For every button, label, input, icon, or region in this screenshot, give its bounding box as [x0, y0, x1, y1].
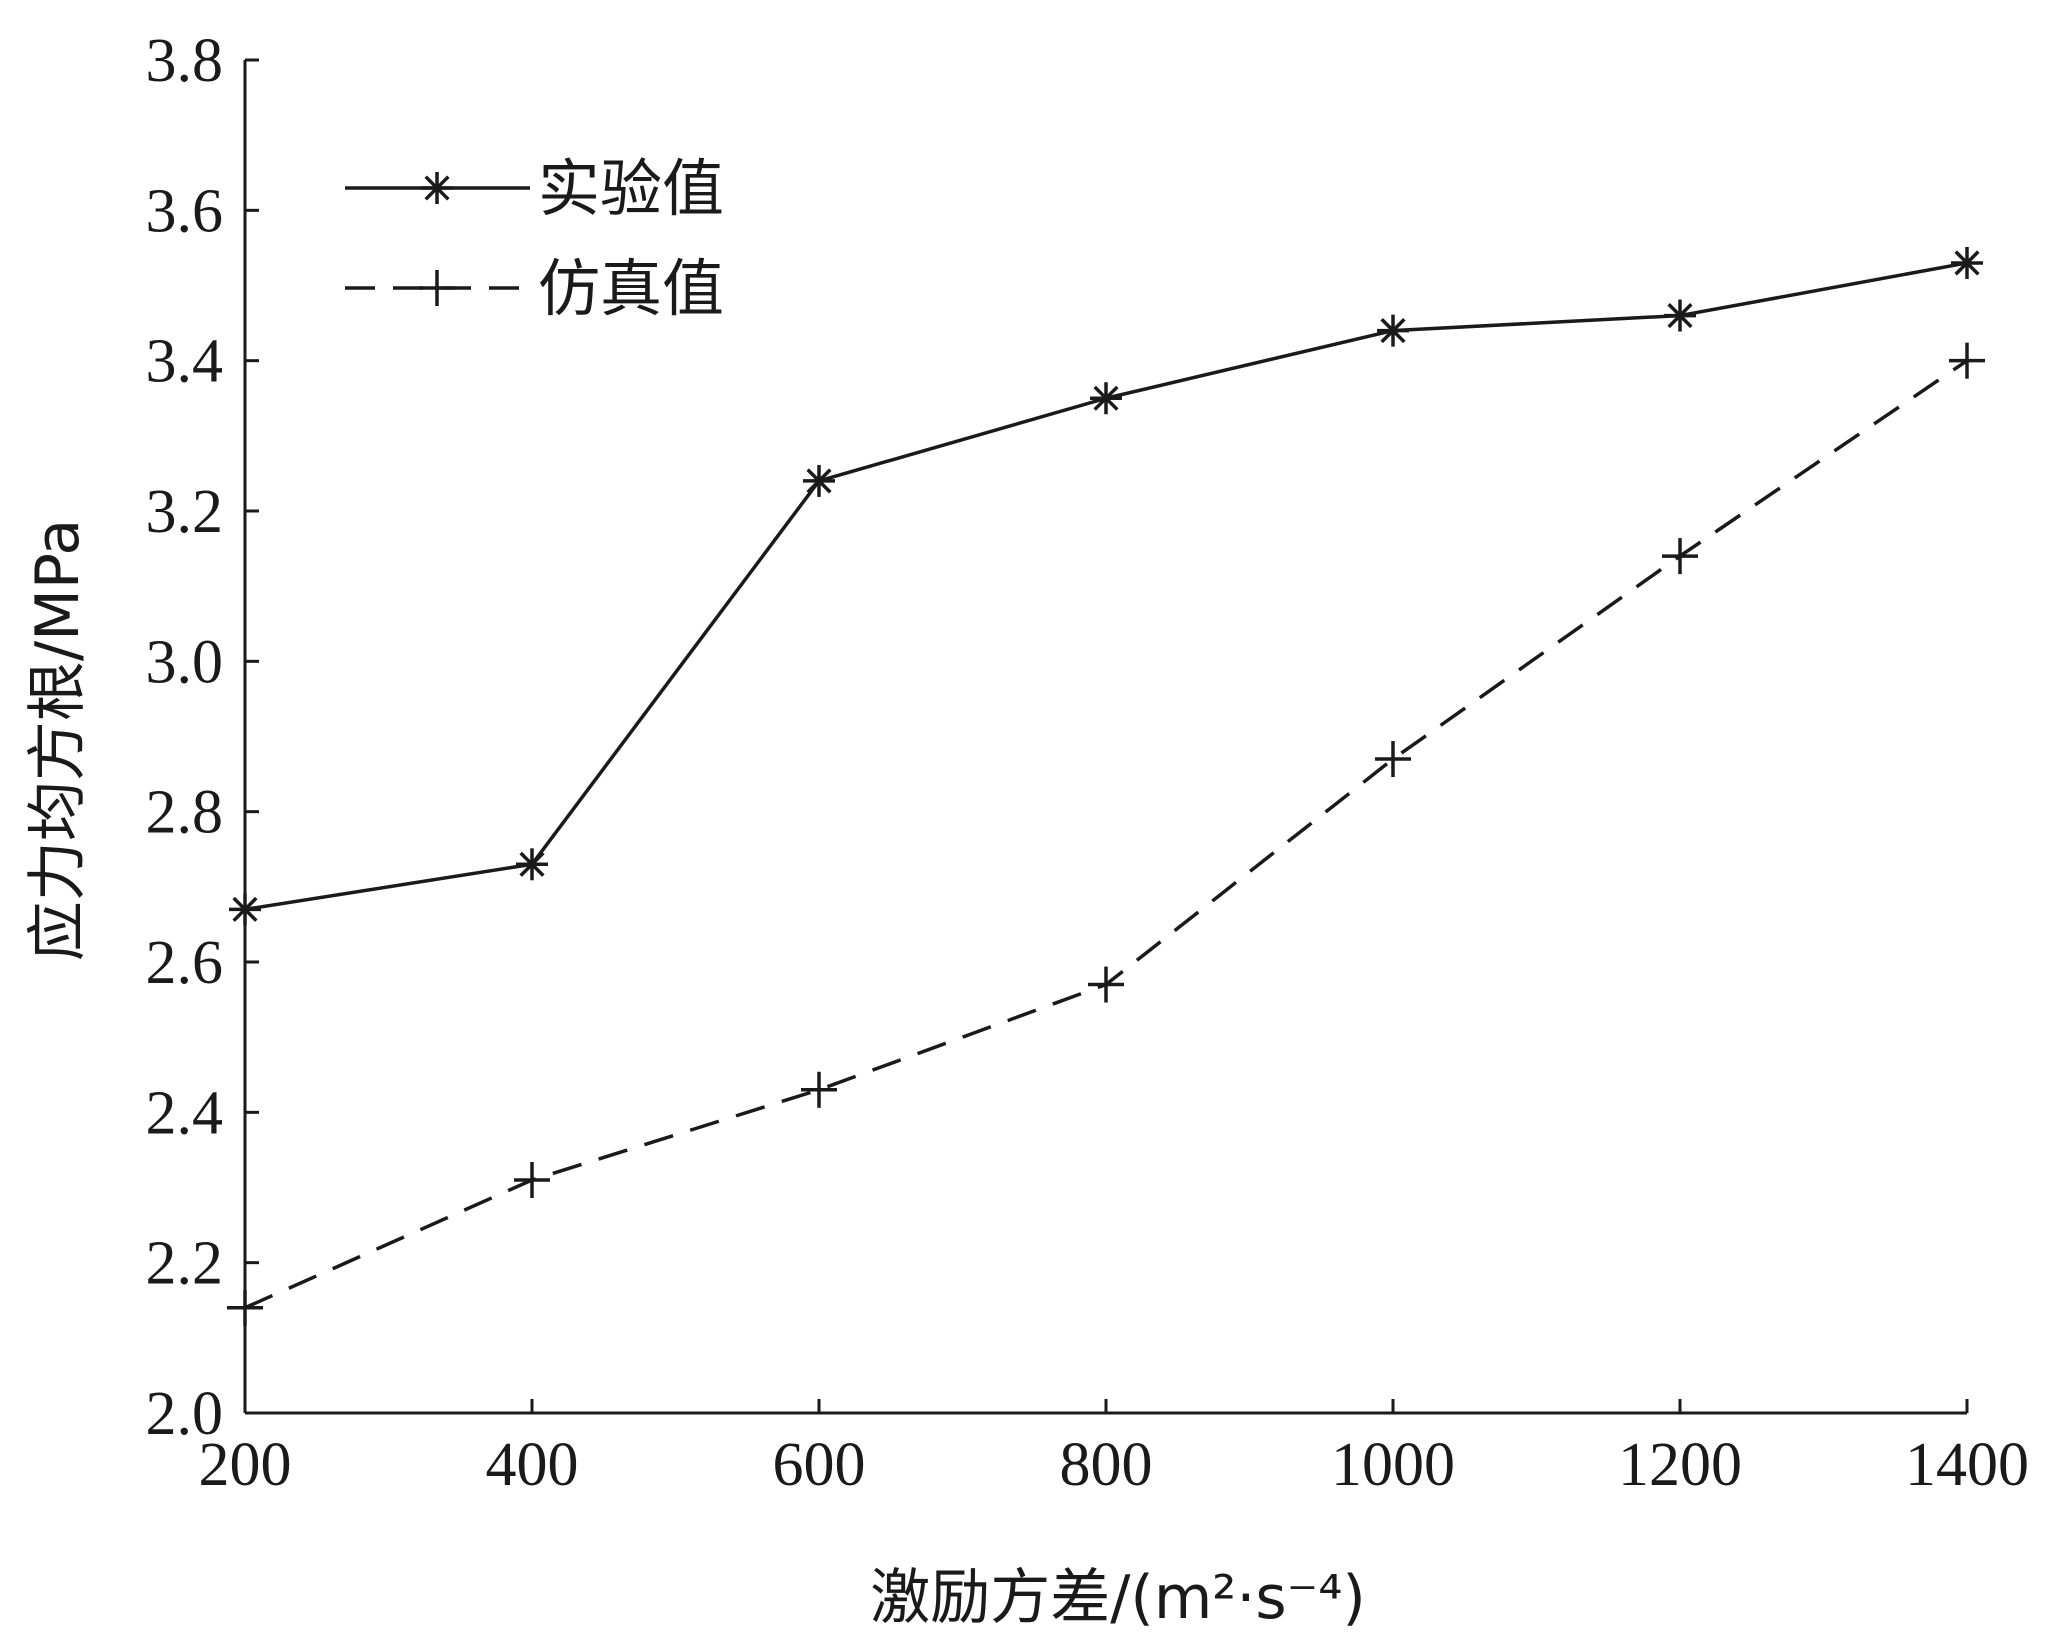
data-point: [1662, 538, 1698, 575]
data-point: [229, 893, 261, 926]
data-point: [1375, 741, 1411, 778]
series-line: [244, 359, 1968, 1310]
y-axis-ticks: 2.0 2.2 2.4 2.6 2.8 3.0 3.2 3.4 3.6 3.8: [146, 27, 259, 1448]
y-axis-title: 应力均方根/MPa: [23, 519, 93, 961]
y-tick-label: 3.2: [146, 478, 224, 546]
legend-item-2: 仿真值: [345, 252, 724, 325]
data-point: [1377, 314, 1409, 347]
x-axis-title: 激励方差/(m²·s⁻⁴): [870, 1563, 1366, 1633]
y-tick-label: 3.8: [146, 27, 224, 95]
y-tick-label: 2.2: [146, 1230, 224, 1298]
series-layer: [227, 246, 1985, 1326]
data-point: [1088, 966, 1124, 1003]
series-2: [227, 342, 1985, 1326]
data-point: [801, 1071, 837, 1108]
data-point: [803, 464, 835, 497]
x-tick-label: 1000: [1331, 1431, 1455, 1499]
data-point: [516, 848, 548, 881]
legend-marker: [419, 270, 455, 306]
legend-marker: [421, 172, 453, 204]
data-point: [1951, 246, 1983, 279]
legend-label: 仿真值: [538, 252, 724, 325]
x-tick-label: 600: [773, 1431, 866, 1499]
data-point: [227, 1289, 263, 1326]
data-point: [1949, 342, 1985, 379]
data-point: [514, 1161, 550, 1198]
series-line: [244, 261, 1968, 912]
x-tick-label: 800: [1060, 1431, 1153, 1499]
y-tick-label: 2.8: [146, 779, 224, 847]
data-point: [1664, 299, 1696, 332]
x-axis-ticks: 200 400 600 800 1000 1200 1400: [199, 1399, 2029, 1499]
series-1: [229, 246, 1983, 926]
axes: [243, 60, 1967, 1415]
y-tick-label: 2.4: [146, 1079, 224, 1147]
data-point: [1090, 382, 1122, 415]
x-tick-label: 1400: [1905, 1431, 2029, 1499]
y-tick-label: 3.0: [146, 628, 224, 696]
y-tick-label: 3.4: [146, 328, 224, 396]
y-tick-label: 2.0: [146, 1380, 224, 1448]
x-tick-label: 1200: [1618, 1431, 1742, 1499]
x-tick-label: 400: [486, 1431, 579, 1499]
legend-item-1: 实验值: [345, 152, 724, 225]
legend-label: 实验值: [538, 152, 724, 225]
y-tick-label: 3.6: [146, 177, 224, 245]
y-tick-label: 2.6: [146, 929, 224, 997]
x-tick-label: 200: [199, 1431, 292, 1499]
